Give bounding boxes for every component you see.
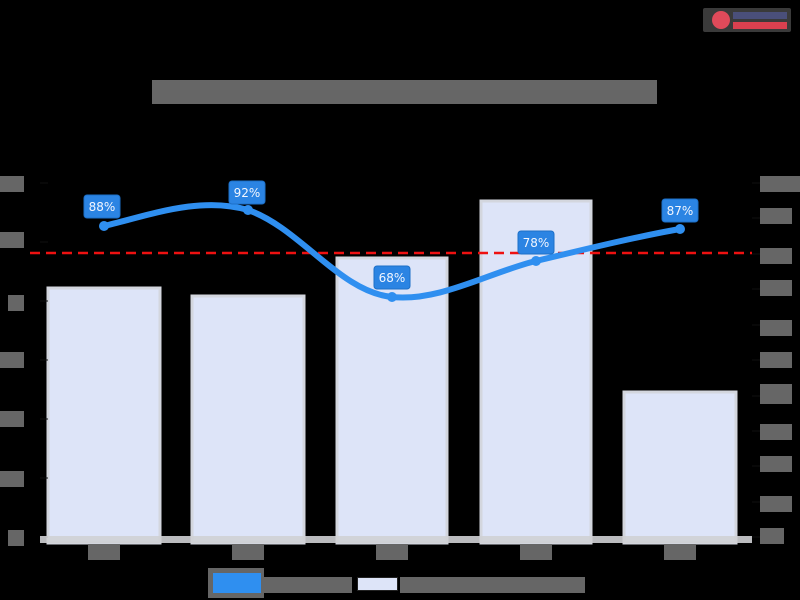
left-axis-label (8, 530, 24, 546)
x-axis-label (232, 544, 264, 560)
data-label-5: 87% (661, 198, 699, 223)
right-axis-label (760, 176, 800, 192)
right-axis-label (760, 424, 792, 440)
svg-text:68%: 68% (379, 271, 406, 285)
left-axis-label (0, 471, 24, 487)
logo-text-bottom (733, 22, 787, 29)
right-axis-label (760, 456, 792, 472)
globe-icon (712, 11, 730, 29)
legend-item-bar[interactable] (356, 568, 593, 598)
left-axis-label (0, 411, 24, 427)
right-axis-label (760, 528, 784, 544)
bar-series (46, 199, 738, 545)
svg-text:88%: 88% (89, 200, 116, 214)
data-label-2: 92% (228, 180, 266, 205)
legend-swatch-line-fill (213, 573, 261, 593)
right-axis-label (760, 384, 792, 404)
svg-text:87%: 87% (667, 204, 694, 218)
legend-swatch-bar (357, 577, 398, 591)
left-axis-label (0, 352, 24, 368)
chart-title (152, 80, 657, 104)
left-axis-label (0, 232, 24, 248)
right-axis-label (760, 352, 792, 368)
x-axis-label (376, 544, 408, 560)
right-axis-label (760, 208, 792, 224)
left-axis-label (0, 176, 24, 192)
x-axis-label (520, 544, 552, 560)
svg-text:92%: 92% (234, 186, 261, 200)
data-label-1: 88% (83, 194, 121, 219)
bar-2[interactable] (190, 294, 306, 545)
site-logo (703, 8, 791, 32)
bar-5[interactable] (622, 390, 738, 545)
x-axis-label (664, 544, 696, 560)
legend-label-bar (400, 577, 585, 593)
x-axis-label (88, 544, 120, 560)
legend-item-line[interactable] (208, 568, 358, 598)
right-axis-label (760, 248, 792, 264)
right-axis-label (760, 496, 792, 512)
data-label-4: 78% (517, 230, 555, 255)
x-axis-base (40, 536, 752, 543)
svg-text:78%: 78% (523, 236, 550, 250)
bar-1[interactable] (46, 286, 162, 545)
legend-label-line (264, 577, 352, 593)
legend (208, 568, 593, 598)
left-axis-label (8, 295, 24, 311)
data-label-3: 68% (373, 265, 411, 290)
line-points (99, 205, 685, 302)
right-axis-label (760, 320, 792, 336)
right-axis-label (760, 280, 792, 296)
bar-3[interactable] (335, 256, 449, 545)
logo-text-top (733, 12, 787, 19)
